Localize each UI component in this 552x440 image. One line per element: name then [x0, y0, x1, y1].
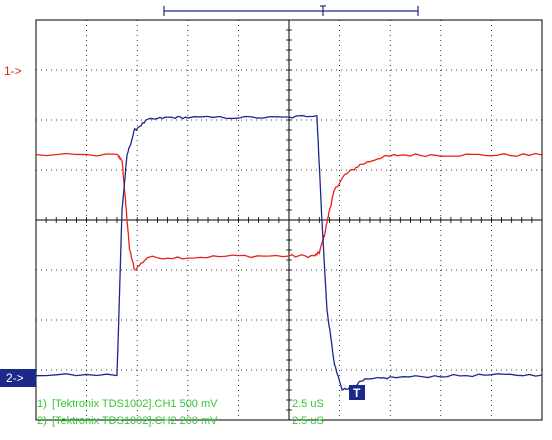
ch2-readout-text: [Tektronix TDS1002].CH2 200 mV: [52, 415, 218, 427]
ch2-trace: [35, 114, 543, 391]
ch1-readout-text: [Tektronix TDS1002].CH1 500 mV: [52, 398, 218, 410]
channel-readouts: 1) [Tektronix TDS1002].CH1 500 mV 2.5 uS…: [37, 398, 324, 427]
trigger-marker-label: T: [353, 386, 361, 400]
ch1-trace: [35, 152, 543, 271]
traces: [35, 114, 543, 391]
ch2-marker-label: 2->: [6, 371, 24, 385]
ch1-readout-timebase: 2.5 uS: [292, 398, 324, 410]
ch2-readout-timebase: 2.5 uS: [292, 415, 324, 427]
ch1-ground-marker: 1->: [4, 64, 22, 78]
trigger-marker: T: [349, 385, 365, 400]
timebase-bracket: [163, 5, 419, 16]
ch2-ground-marker: 2->: [0, 369, 36, 387]
ch2-readout-channel: 2): [37, 415, 47, 427]
grid: [35, 19, 543, 421]
ch1-readout-channel: 1): [37, 398, 47, 410]
